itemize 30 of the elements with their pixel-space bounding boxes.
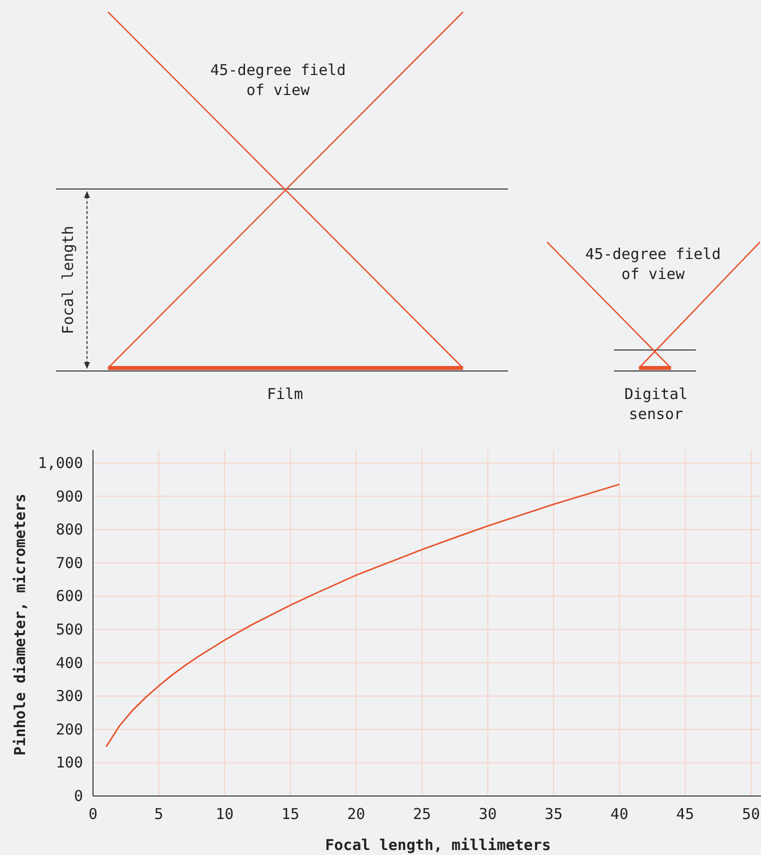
x-tick-label: 10 [216,805,234,823]
x-tick-label: 0 [88,805,98,823]
y-tick-label: 600 [56,587,83,606]
line-series [105,484,620,748]
y-tick-label: 100 [56,754,83,772]
x-tick-label: 50 [742,805,760,823]
y-axis-title: Pinhole diameter, micrometers [11,494,29,756]
x-tick-label: 15 [281,805,300,823]
text: 45-degree field of view [210,61,346,99]
y-tick-label: 300 [56,687,83,706]
x-axis-title: Focal length, millimeters [325,836,551,854]
text: Focal length [59,226,77,334]
x-tick-label: 20 [347,805,366,823]
text: Film [266,385,304,403]
x-tick-label: 45 [676,805,694,823]
x-tick-label: 25 [412,805,432,823]
y-tick-label: 700 [56,554,83,572]
x-tick-label: 40 [610,805,628,823]
x-tick-label: 35 [544,805,563,823]
y-tick-label: 200 [56,720,83,738]
y-tick-label: 0 [74,787,83,805]
y-tick-label: 500 [56,620,83,638]
text: 45-degree field of view [585,245,721,283]
y-tick-label: 900 [56,487,83,506]
y-tick-label: 400 [56,654,83,672]
y-tick-label: 1,000 [38,454,83,472]
text: Digital sensor [624,385,688,423]
x-tick-label: 30 [478,805,497,823]
x-tick-label: 5 [154,805,164,823]
y-tick-label: 800 [56,520,83,539]
